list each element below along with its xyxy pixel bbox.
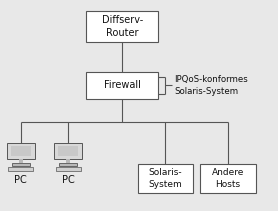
Bar xyxy=(11,146,31,157)
Bar xyxy=(56,167,81,171)
Text: Firewall: Firewall xyxy=(104,80,141,91)
Bar xyxy=(200,164,256,192)
Text: Andere
Hosts: Andere Hosts xyxy=(212,168,244,188)
Bar xyxy=(8,167,33,171)
Bar xyxy=(58,146,78,157)
Bar xyxy=(86,72,158,99)
Text: Diffserv-
Router: Diffserv- Router xyxy=(102,15,143,38)
Bar xyxy=(66,159,70,163)
Bar xyxy=(19,159,23,163)
Text: PC: PC xyxy=(14,175,27,185)
Bar xyxy=(86,11,158,42)
Bar xyxy=(138,164,193,192)
Text: Solaris-
System: Solaris- System xyxy=(148,168,182,188)
FancyBboxPatch shape xyxy=(54,143,82,159)
Text: IPQoS-konformes
Solaris-System: IPQoS-konformes Solaris-System xyxy=(174,75,248,96)
Bar xyxy=(59,163,77,166)
Bar xyxy=(12,163,30,166)
FancyBboxPatch shape xyxy=(7,143,35,159)
Text: PC: PC xyxy=(62,175,75,185)
